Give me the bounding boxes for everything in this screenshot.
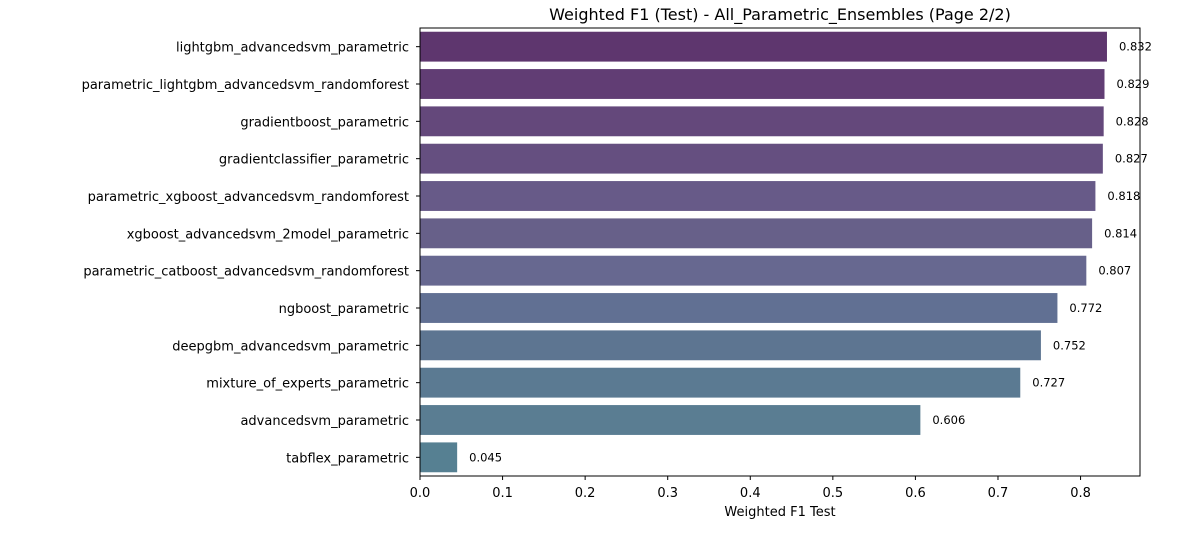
category-label: gradientclassifier_parametric	[219, 153, 409, 168]
category-label: advancedsvm_parametric	[240, 414, 409, 429]
category-labels: lightgbm_advancedsvm_parametric parametri…	[82, 41, 420, 466]
category-label: parametric_lightgbm_advancedsvm_randomfo…	[82, 78, 409, 93]
x-tick-label: 0.0	[410, 486, 431, 501]
value-label: 0.829	[1116, 77, 1149, 91]
value-label: 0.606	[932, 413, 965, 427]
category-label: gradientboost_parametric	[240, 115, 409, 130]
value-label: 0.818	[1107, 189, 1140, 203]
bar-gradientboost_parametric	[420, 106, 1104, 137]
category-label: deepgbm_advancedsvm_parametric	[172, 339, 409, 354]
bars-group	[420, 31, 1107, 473]
bar-tabflex_parametric	[420, 442, 458, 473]
category-label: xgboost_advancedsvm_2model_parametric	[127, 227, 409, 242]
x-tick-label: 0.1	[492, 486, 513, 501]
value-label: 0.045	[469, 450, 502, 464]
bar-xgboost_advancedsvm_2model_parametric	[420, 218, 1093, 249]
category-label: parametric_xgboost_advancedsvm_randomfor…	[88, 190, 409, 205]
bar-parametric_xgboost_advancedsvm_randomforest	[420, 181, 1096, 211]
category-label: mixture_of_experts_parametric	[206, 377, 409, 392]
category-label: ngboost_parametric	[279, 302, 409, 317]
value-label: 0.807	[1098, 264, 1131, 278]
value-label: 0.814	[1104, 226, 1137, 240]
x-tick-label: 0.5	[823, 486, 844, 501]
value-label: 0.727	[1032, 376, 1065, 390]
chart-title: Weighted F1 (Test) - All_Parametric_Ense…	[549, 5, 1011, 25]
x-tick-label: 0.8	[1070, 486, 1091, 501]
x-tick-label: 0.3	[657, 486, 678, 501]
x-tick-label: 0.7	[988, 486, 1009, 501]
x-axis-label: Weighted F1 Test	[724, 505, 835, 520]
bar-mixture_of_experts_parametric	[420, 367, 1021, 398]
category-label: parametric_catboost_advancedsvm_randomfo…	[83, 265, 409, 280]
value-label: 0.827	[1115, 152, 1148, 166]
bar-deepgbm_advancedsvm_parametric	[420, 330, 1041, 361]
value-label: 0.752	[1053, 338, 1086, 352]
x-tick-label: 0.4	[740, 486, 761, 501]
bar-parametric_lightgbm_advancedsvm_randomforest	[420, 69, 1105, 99]
bar-advancedsvm_parametric	[420, 405, 921, 435]
bar-lightgbm_advancedsvm_parametric	[420, 31, 1107, 62]
category-label: lightgbm_advancedsvm_parametric	[176, 41, 409, 56]
x-tick-label: 0.6	[905, 486, 926, 501]
bar-gradientclassifier_parametric	[420, 143, 1103, 174]
category-label: tabflex_parametric	[286, 451, 409, 466]
value-label: 0.832	[1119, 40, 1152, 54]
value-label: 0.828	[1116, 114, 1149, 128]
plot-frame	[419, 27, 1141, 477]
x-axis: 0.0 0.1 0.2 0.3 0.4 0.5 0.6 0.7 0.8	[410, 476, 1091, 501]
bar-ngboost_parametric	[420, 293, 1058, 323]
value-label: 0.772	[1069, 301, 1102, 315]
bar-parametric_catboost_advancedsvm_randomforest	[420, 255, 1087, 286]
value-labels: 0.832 0.829 0.828 0.827 0.818 0.814 0.807 0.772…	[469, 40, 1152, 465]
x-tick-label: 0.2	[575, 486, 596, 501]
